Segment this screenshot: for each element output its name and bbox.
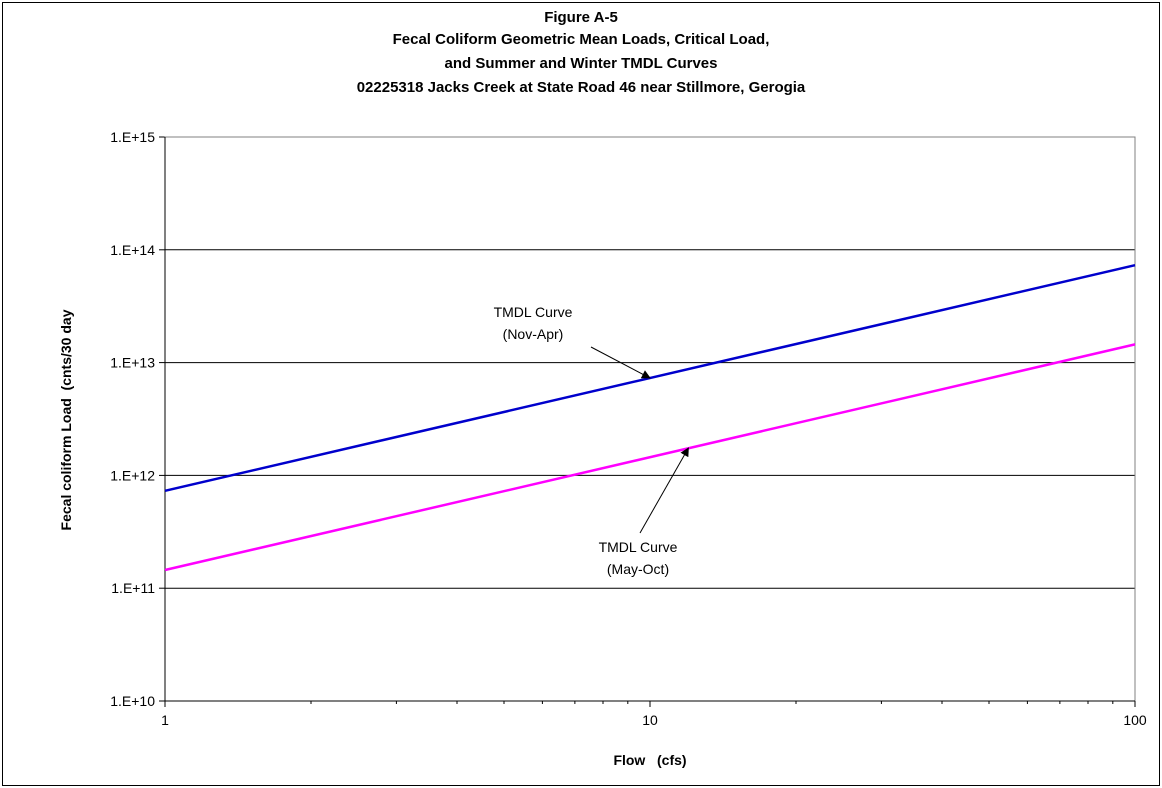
- annotation-0-line-0: TMDL Curve: [494, 304, 573, 320]
- chart-title-line-2: Fecal Coliform Geometric Mean Loads, Cri…: [392, 31, 770, 48]
- chart-title-line-1: Figure A-5: [544, 9, 618, 26]
- annotation-arrow-1: [639, 447, 689, 534]
- series-lines: [164, 263, 1136, 572]
- annotations: TMDL Curve (Nov-Apr) TMDL Curve (May-Oct): [494, 304, 689, 577]
- x-tick-label: 100: [1123, 712, 1147, 728]
- series-line-1: [164, 343, 1136, 572]
- y-tick-label: 1.E+15: [110, 129, 155, 145]
- plot-area-border: [164, 136, 1136, 702]
- y-tick-label: 1.E+14: [110, 242, 155, 258]
- axes: [159, 136, 1136, 707]
- y-tick-label: 1.E+10: [110, 693, 155, 709]
- y-tick-label: 1.E+11: [111, 580, 155, 596]
- annotation-1-line-1: (May-Oct): [607, 561, 669, 577]
- y-axis-label: Fecal coliform Load (cnts/30 day: [58, 309, 74, 530]
- x-tick-label: 10: [642, 712, 658, 728]
- chart-title-line-4: 02225318 Jacks Creek at State Road 46 ne…: [356, 79, 806, 96]
- annotation-0-line-1: (Nov-Apr): [503, 326, 564, 342]
- chart-title-line-3: and Summer and Winter TMDL Curves: [444, 55, 718, 72]
- x-tick-label: 1: [161, 712, 169, 728]
- gridlines: [165, 136, 1135, 702]
- y-tick-label: 1.E+13: [110, 355, 155, 371]
- annotation-arrow-0: [590, 346, 651, 379]
- y-tick-label: 1.E+12: [110, 467, 155, 483]
- tick-labels: 1.E+10 1.E+11 1.E+12 1.E+13 1.E+14 1.E+15 1 10 1…: [110, 129, 1147, 728]
- x-axis-label: Flow (cfs): [613, 752, 686, 768]
- annotation-1-line-0: TMDL Curve: [599, 539, 678, 555]
